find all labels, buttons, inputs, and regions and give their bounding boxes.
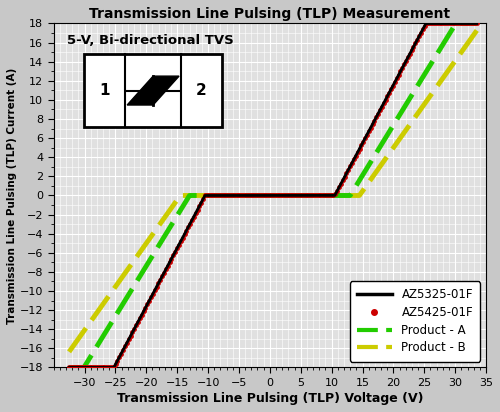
Product - A (392, 121, 398, 126)
AZ5425-01F (474, 21, 480, 26)
Line: AZ5325-01F: AZ5325-01F (69, 23, 477, 368)
AZ5425-01F (433, 21, 439, 26)
Product - B (392, 144, 398, 149)
AZ5425-01F (424, 21, 430, 26)
Legend: AZ5325-01F, AZ5425-01F, Product - A, Product - B: AZ5325-01F, AZ5425-01F, Product - A, Pro… (350, 281, 480, 362)
Polygon shape (153, 76, 179, 105)
AZ5325-01F (108, 365, 114, 370)
AZ5325-01F (423, 21, 429, 26)
AZ5325-01F (231, 193, 237, 198)
Text: 5-V, Bi-directional TVS: 5-V, Bi-directional TVS (66, 34, 234, 47)
Product - B (246, 193, 252, 198)
AZ5325-01F (392, 80, 398, 85)
AZ5325-01F (246, 193, 252, 198)
Text: 1: 1 (100, 83, 110, 98)
AZ5325-01F (384, 94, 390, 99)
Product - A (108, 321, 114, 326)
Product - A (453, 21, 459, 26)
Product - A (66, 365, 72, 370)
AZ5325-01F (66, 365, 72, 370)
AZ5325-01F (346, 166, 352, 171)
Title: Transmission Line Pulsing (TLP) Measurement: Transmission Line Pulsing (TLP) Measurem… (90, 7, 450, 21)
Product - A (474, 21, 480, 26)
Product - A (384, 133, 390, 138)
AZ5425-01F (185, 225, 191, 229)
Product - B (384, 154, 390, 159)
AZ5425-01F (410, 44, 416, 49)
Product - B (66, 349, 72, 354)
X-axis label: Transmission Line Pulsing (TLP) Voltage (V): Transmission Line Pulsing (TLP) Voltage … (116, 392, 423, 405)
Line: Product - B: Product - B (69, 30, 477, 352)
Product - A (246, 193, 252, 198)
Product - A (231, 193, 237, 198)
Text: www.cntronics.com: www.cntronics.com (386, 354, 482, 364)
AZ5425-01F (426, 21, 432, 26)
AZ5425-01F (284, 193, 290, 198)
Product - B (108, 291, 114, 296)
Line: Product - A: Product - A (69, 23, 477, 368)
AZ5425-01F (66, 365, 72, 370)
AZ5325-01F (474, 21, 480, 26)
Product - B (346, 193, 352, 198)
Product - A (346, 193, 352, 198)
Y-axis label: Transmission Line Pulsing (TLP) Current (A): Transmission Line Pulsing (TLP) Current … (7, 67, 17, 323)
Product - B (231, 193, 237, 198)
Product - B (474, 28, 480, 33)
Line: AZ5425-01F: AZ5425-01F (66, 21, 479, 370)
Bar (84, 54, 222, 127)
Polygon shape (127, 76, 153, 105)
Text: 2: 2 (196, 83, 207, 98)
AZ5425-01F (178, 239, 184, 243)
